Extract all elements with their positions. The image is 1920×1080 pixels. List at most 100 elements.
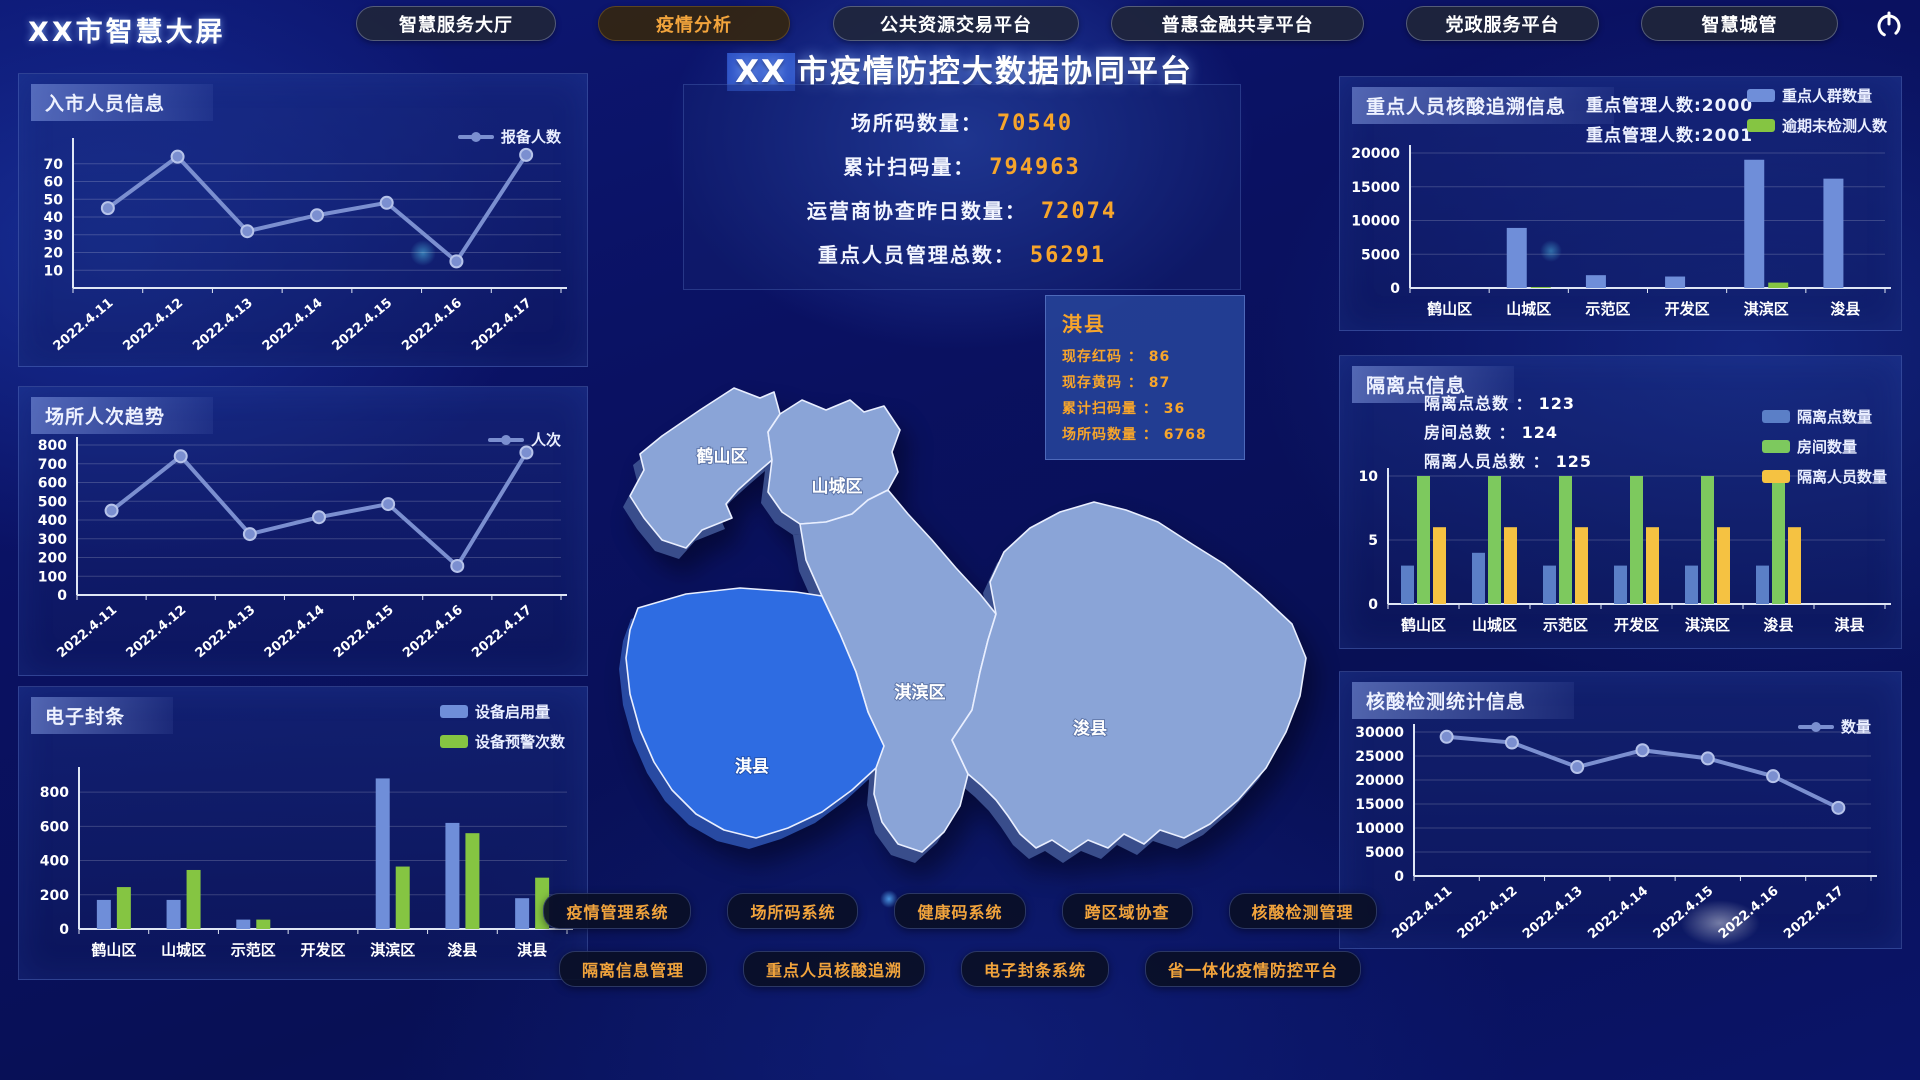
btn-health-code-system[interactable]: 健康码系统 xyxy=(894,893,1026,929)
btn-province-platform[interactable]: 省一体化疫情防控平台 xyxy=(1145,951,1362,987)
tooltip-row: 场所码数量 ： 6768 xyxy=(1062,426,1207,443)
svg-text:2022.4.12: 2022.4.12 xyxy=(120,296,186,355)
stat-carrier-checks: 运营商协查昨日数量： 72074 xyxy=(714,195,1210,224)
btn-epidemic-mgmt-system[interactable]: 疫情管理系统 xyxy=(543,893,692,929)
svg-text:30: 30 xyxy=(44,228,64,244)
svg-text:浚县: 浚县 xyxy=(1763,616,1793,634)
svg-text:200: 200 xyxy=(38,551,67,567)
svg-text:2022.4.17: 2022.4.17 xyxy=(1781,884,1847,943)
legend-chip xyxy=(439,705,468,718)
legend-label: 人次 xyxy=(530,431,561,449)
svg-text:淇县: 淇县 xyxy=(517,941,547,959)
legend-chip xyxy=(1746,89,1775,102)
isolation-stat-row: 隔离点总数 ： 123 xyxy=(1424,394,1575,413)
nav-smart-service-hall[interactable]: 智慧服务大厅 xyxy=(356,6,556,41)
power-button[interactable] xyxy=(1872,8,1906,42)
svg-text:2022.4.15: 2022.4.15 xyxy=(331,603,397,662)
isolation-stat-row: 隔离人员总数 ： 125 xyxy=(1424,452,1592,471)
svg-text:2022.4.16: 2022.4.16 xyxy=(1716,884,1782,943)
legend-label: 报备人数 xyxy=(500,128,561,146)
legend-item-overdue[interactable]: 逾期未检测人数 xyxy=(1746,115,1887,136)
nav-epidemic-analysis[interactable]: 疫情分析 xyxy=(598,6,790,41)
btn-cross-region-check[interactable]: 跨区域协查 xyxy=(1061,893,1193,929)
svg-text:2022.4.15: 2022.4.15 xyxy=(330,296,396,355)
svg-text:浚县: 浚县 xyxy=(447,941,477,959)
svg-text:30000: 30000 xyxy=(1355,725,1404,741)
stat-key-persons: 重点人员管理总数： 56291 xyxy=(714,239,1210,268)
btn-key-person-trace[interactable]: 重点人员核酸追溯 xyxy=(742,951,925,987)
stat-label: 运营商协查昨日数量： xyxy=(806,198,1027,223)
svg-text:25000: 25000 xyxy=(1355,749,1404,765)
nav-party-gov-service[interactable]: 党政服务平台 xyxy=(1406,6,1599,41)
svg-text:600: 600 xyxy=(38,476,67,492)
map-label-heshan: 鹤山区 xyxy=(697,446,748,467)
svg-text:0: 0 xyxy=(57,588,67,604)
legend-item-person-times[interactable]: 人次 xyxy=(487,429,561,450)
btn-eseal-system[interactable]: 电子封条系统 xyxy=(961,951,1110,987)
panel-isolation-info: 隔离点信息 隔离点总数 ： 123 房间总数 ： 124 隔离人员总数 ： 125 隔… xyxy=(1339,355,1902,649)
svg-text:2022.4.11: 2022.4.11 xyxy=(54,603,120,662)
nav-public-resource-trade[interactable]: 公共资源交易平台 xyxy=(833,6,1079,41)
panel-title: 入市人员信息 xyxy=(31,84,214,121)
svg-text:淇滨区: 淇滨区 xyxy=(1744,300,1789,318)
nav-inclusive-finance[interactable]: 普惠金融共享平台 xyxy=(1111,6,1364,41)
panel-title: 核酸检测统计信息 xyxy=(1352,682,1575,719)
map-label-shancheng: 山城区 xyxy=(812,477,863,497)
svg-text:2022.4.12: 2022.4.12 xyxy=(124,603,190,662)
stat-label: 重点人员管理总数： xyxy=(817,242,1016,267)
legend-chip xyxy=(1746,119,1775,132)
panel-entry-personnel: 入市人员信息 报备人数 10 20 30 40 50 60 70 2022.4.11 2022.… xyxy=(18,73,588,367)
svg-text:20: 20 xyxy=(44,246,64,262)
legend-item-device-enabled[interactable]: 设备启用量 xyxy=(439,701,550,722)
svg-text:2022.4.16: 2022.4.16 xyxy=(400,603,466,662)
legend-item-rooms[interactable]: 房间数量 xyxy=(1761,436,1857,457)
map-tooltip-title: 淇县 xyxy=(1062,312,1106,336)
page-title-text: 市疫情防控大数据协同平台 xyxy=(796,54,1193,90)
panel-title: 电子封条 xyxy=(31,697,174,734)
svg-text:2022.4.16: 2022.4.16 xyxy=(399,296,465,355)
btn-isolation-info-mgmt[interactable]: 隔离信息管理 xyxy=(558,951,707,987)
legend-item-quantity[interactable]: 数量 xyxy=(1797,716,1871,737)
legend-item-isolated-persons[interactable]: 隔离人员数量 xyxy=(1761,466,1887,487)
legend-label: 数量 xyxy=(1840,718,1871,736)
svg-text:淇滨区: 淇滨区 xyxy=(370,941,415,959)
line-legend-marker xyxy=(487,433,524,447)
svg-text:示范区: 示范区 xyxy=(1543,616,1588,634)
legend-chip xyxy=(1761,440,1790,453)
svg-text:10000: 10000 xyxy=(1351,214,1400,230)
btn-venue-code-system[interactable]: 场所码系统 xyxy=(727,893,859,929)
svg-text:10: 10 xyxy=(44,263,64,279)
btn-nucleic-test-mgmt[interactable]: 核酸检测管理 xyxy=(1228,893,1377,929)
svg-text:开发区: 开发区 xyxy=(300,941,345,959)
page-title-prefix: XX xyxy=(727,53,795,91)
legend-item-reported-count[interactable]: 报备人数 xyxy=(457,126,561,147)
svg-text:10000: 10000 xyxy=(1355,821,1404,837)
electronic-seal-bar-chart: 0 200 400 600 800 鹤山区 山城区 示范区 开发区 淇滨区 浚县 淇县 xyxy=(40,767,573,959)
map-label-qixian: 淇县 xyxy=(735,756,769,777)
app-brand-title: XX市智慧大屏 xyxy=(28,17,226,48)
svg-text:2022.4.14: 2022.4.14 xyxy=(262,603,328,662)
stat-value: 794963 xyxy=(989,154,1081,180)
svg-text:2022.4.11: 2022.4.11 xyxy=(51,296,117,355)
trace-subtitle-2: 重点管理人数:2001 xyxy=(1586,126,1754,146)
svg-text:0: 0 xyxy=(1368,597,1378,613)
map-region-qixian[interactable] xyxy=(625,587,885,839)
map-region-heshan[interactable] xyxy=(629,387,781,549)
line-legend-marker xyxy=(1797,720,1834,734)
isolation-stat-row: 房间总数 ： 124 xyxy=(1424,423,1558,442)
city-map: 鹤山区 山城区 淇滨区 浚县 淇县 xyxy=(600,370,1324,875)
svg-text:淇滨区: 淇滨区 xyxy=(1685,616,1730,634)
legend-item-key-group[interactable]: 重点人群数量 xyxy=(1746,85,1872,106)
panel-electronic-seal: 电子封条 设备启用量 设备预警次数 0 200 400 600 800 鹤山区 山城区 示范区… xyxy=(18,686,588,980)
svg-text:5000: 5000 xyxy=(1365,845,1404,861)
legend-item-device-alerts[interactable]: 设备预警次数 xyxy=(439,731,565,752)
legend-item-isolation-points[interactable]: 隔离点数量 xyxy=(1761,406,1872,427)
map-region-xunxian[interactable] xyxy=(951,501,1307,853)
nav-smart-city-mgmt[interactable]: 智慧城管 xyxy=(1641,6,1838,41)
legend-chip xyxy=(1761,470,1790,483)
svg-text:5: 5 xyxy=(1368,533,1378,549)
svg-text:0: 0 xyxy=(59,922,69,938)
